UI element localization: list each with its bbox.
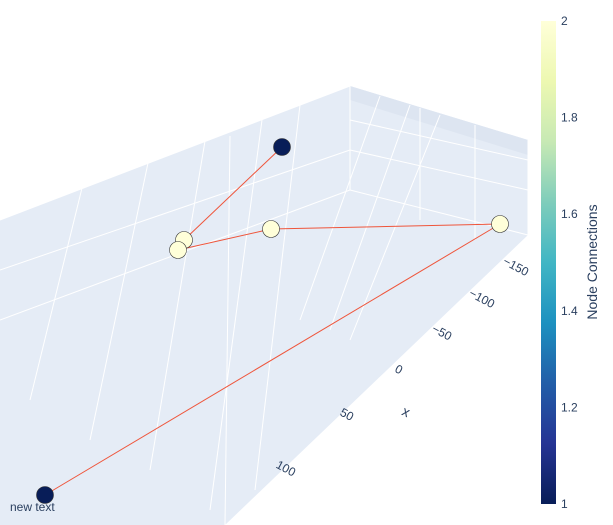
colorbar-scale <box>541 21 556 504</box>
colorbar-tick-label: 1.4 <box>561 304 578 318</box>
gridline <box>89 162 149 441</box>
edge-line <box>177 228 272 251</box>
gridline <box>209 119 263 511</box>
x-tick-label: 50 <box>338 405 357 424</box>
node-marker[interactable] <box>262 220 280 238</box>
colorbar: 1 1.2 1.4 1.6 1.8 2 Node Connections <box>541 14 600 511</box>
gridline <box>349 114 441 341</box>
x-axis-title: x <box>400 403 413 420</box>
scene-3d[interactable] <box>0 85 528 525</box>
colorbar-tick-label: 1 <box>561 497 568 511</box>
gridline <box>349 119 528 161</box>
gridline <box>299 95 381 321</box>
scene-back-plane <box>350 86 528 155</box>
gridline <box>29 187 83 401</box>
gridline <box>0 85 351 221</box>
gridline <box>349 149 528 191</box>
colorbar-tick-label: 1.2 <box>561 400 578 414</box>
edge-line <box>44 223 501 496</box>
colorbar-tick-label: 1.8 <box>561 111 578 125</box>
edge-line <box>270 223 501 230</box>
scene-gridlines <box>0 85 528 525</box>
annotation-text: new text <box>10 500 55 514</box>
node-marker[interactable] <box>36 486 54 504</box>
scene-floor-plane <box>0 86 528 525</box>
gridline <box>329 104 411 331</box>
colorbar-title: Node Connections <box>584 204 600 319</box>
node-marker[interactable] <box>273 138 291 156</box>
x-tick-label: 0 <box>393 362 406 378</box>
gridline <box>224 135 231 525</box>
colorbar-ticks: 1 1.2 1.4 1.6 1.8 2 <box>561 14 578 511</box>
gridline <box>254 104 301 491</box>
edge-line <box>183 146 283 241</box>
node-markers[interactable] <box>36 138 509 504</box>
colorbar-tick-label: 1.6 <box>561 207 578 221</box>
gridline <box>149 140 206 471</box>
node-marker[interactable] <box>169 241 187 259</box>
gridline <box>0 149 351 271</box>
node-marker[interactable] <box>491 215 509 233</box>
colorbar-tick-label: 2 <box>561 14 568 28</box>
x-tick-label: −100 <box>467 286 498 311</box>
x-tick-label: −150 <box>501 254 532 279</box>
x-tick-label: −50 <box>430 322 455 344</box>
